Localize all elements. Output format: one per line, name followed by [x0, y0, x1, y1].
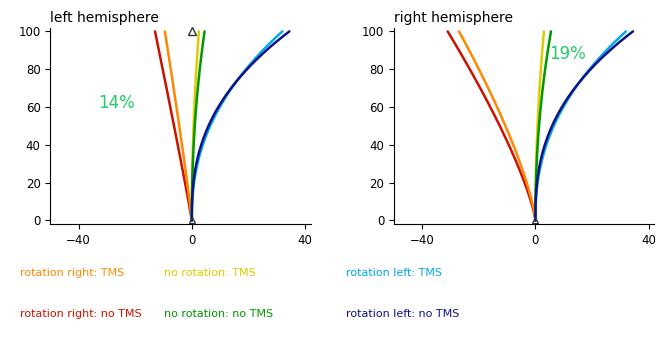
Text: no rotation: no TMS: no rotation: no TMS [164, 309, 274, 319]
Text: rotation right: no TMS: rotation right: no TMS [20, 309, 142, 319]
Text: rotation right: TMS: rotation right: TMS [20, 268, 124, 277]
Text: 14%: 14% [99, 94, 135, 112]
Text: right hemisphere: right hemisphere [394, 11, 513, 25]
Text: 19%: 19% [550, 45, 586, 63]
Text: rotation left: no TMS: rotation left: no TMS [346, 309, 459, 319]
Text: left hemisphere: left hemisphere [50, 11, 159, 25]
Text: rotation left: TMS: rotation left: TMS [346, 268, 442, 277]
Text: no rotation: TMS: no rotation: TMS [164, 268, 256, 277]
